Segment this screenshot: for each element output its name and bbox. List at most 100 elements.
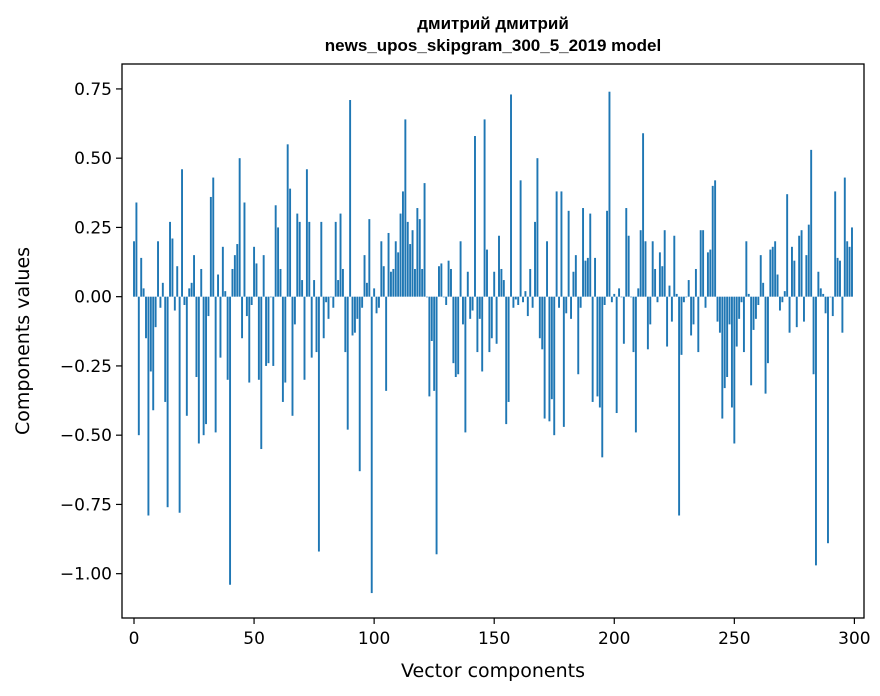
bar	[178, 296, 181, 513]
bar	[810, 149, 813, 297]
bar	[423, 183, 426, 297]
bar	[615, 296, 618, 414]
bar	[762, 282, 765, 297]
bar	[241, 296, 244, 339]
bar	[327, 296, 330, 319]
bar	[786, 194, 789, 297]
bar	[538, 296, 541, 339]
y-tick-label: −0.75	[60, 495, 112, 515]
bar	[377, 296, 380, 308]
bar	[272, 296, 275, 366]
bar	[142, 288, 145, 297]
bar	[389, 271, 392, 297]
bar	[603, 296, 606, 305]
bar	[646, 296, 649, 350]
bar	[301, 280, 304, 297]
bar	[685, 296, 688, 298]
bar	[519, 180, 522, 297]
bar	[411, 230, 414, 297]
bar	[298, 221, 301, 297]
y-tick-label: −0.50	[60, 426, 112, 446]
bar	[752, 296, 755, 330]
bar	[459, 241, 462, 297]
bar	[709, 249, 712, 297]
bar	[661, 266, 664, 297]
y-tick-label: 0.00	[74, 288, 112, 308]
bar	[670, 296, 673, 322]
bar	[483, 119, 486, 297]
bar	[812, 296, 815, 375]
bar	[630, 296, 633, 298]
bar	[135, 202, 138, 297]
bar	[197, 296, 200, 444]
bar	[622, 296, 625, 344]
bar	[401, 191, 404, 297]
bar	[680, 296, 683, 355]
bar	[365, 282, 368, 297]
bar	[250, 296, 253, 305]
bar	[819, 288, 822, 297]
bar	[555, 191, 558, 297]
bar	[181, 169, 183, 297]
bar	[262, 255, 265, 297]
bar	[334, 221, 337, 297]
bar	[488, 296, 491, 353]
bar	[666, 296, 669, 347]
bar	[442, 296, 445, 298]
bar	[387, 232, 390, 297]
bar	[608, 91, 611, 297]
bars-group	[133, 91, 853, 594]
bar	[356, 296, 359, 319]
bar	[839, 260, 841, 297]
bar	[541, 296, 544, 350]
bar	[706, 252, 709, 297]
bar	[651, 241, 654, 297]
bar	[759, 255, 762, 297]
bar	[260, 296, 263, 450]
bar	[524, 291, 527, 297]
bar	[690, 296, 693, 336]
bar	[303, 296, 306, 380]
bar	[173, 296, 176, 311]
bar	[747, 293, 750, 297]
bar	[601, 296, 604, 458]
bar	[776, 274, 779, 297]
bar	[582, 208, 585, 297]
bar	[526, 296, 529, 317]
bar	[620, 296, 623, 298]
bar	[435, 296, 438, 555]
bar	[493, 271, 496, 297]
bar	[851, 227, 853, 297]
bar	[185, 296, 188, 416]
bar	[454, 296, 457, 378]
bar	[447, 260, 450, 297]
y-tick-label: 0.50	[74, 149, 112, 169]
bar	[339, 213, 342, 297]
bar	[699, 230, 702, 297]
bar	[154, 296, 157, 328]
bar	[140, 257, 143, 297]
bar	[606, 210, 609, 297]
bar	[697, 296, 700, 353]
bar	[361, 296, 364, 308]
bar	[284, 296, 287, 383]
bar	[337, 280, 340, 297]
bar	[733, 296, 736, 444]
bar	[682, 296, 685, 303]
bar	[613, 293, 616, 297]
bar	[728, 296, 731, 325]
bar	[800, 230, 803, 297]
bar	[766, 296, 769, 364]
bar	[394, 241, 397, 297]
bar	[625, 208, 628, 297]
bar	[658, 252, 661, 297]
bar	[310, 296, 313, 358]
bar	[529, 268, 532, 297]
bar	[754, 296, 757, 319]
bar	[385, 296, 388, 391]
bar	[783, 291, 786, 297]
bar	[644, 241, 647, 297]
bar	[579, 296, 582, 308]
bar	[656, 296, 659, 303]
